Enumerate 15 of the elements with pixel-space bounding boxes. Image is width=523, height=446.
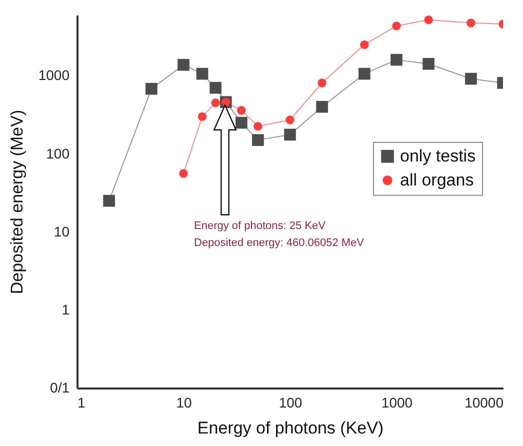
x-tick-label: 10000 bbox=[464, 394, 504, 410]
annotation: Energy of photons: 25 KeV Deposited energy: 460.06052 MeV bbox=[194, 220, 365, 249]
y-tick-label: 1 bbox=[62, 301, 70, 318]
legend-label: all organs bbox=[400, 170, 474, 190]
y-tick-label: 0/1 bbox=[50, 380, 70, 396]
y-tick-label: 100 bbox=[46, 145, 70, 162]
y-tick-label: 1000 bbox=[38, 67, 70, 84]
x-tick-label: 1 bbox=[78, 394, 86, 410]
legend-label: only testis bbox=[400, 146, 476, 166]
x-tick-label: 10 bbox=[176, 394, 192, 410]
y-tick-label: 10 bbox=[54, 223, 70, 240]
y-axis-title: Deposited energy (MeV) bbox=[7, 110, 26, 294]
x-axis-title: Energy of photons (KeV) bbox=[197, 418, 384, 438]
x-tick-label: 1000 bbox=[381, 394, 413, 410]
x-tick-label: 100 bbox=[278, 394, 302, 410]
